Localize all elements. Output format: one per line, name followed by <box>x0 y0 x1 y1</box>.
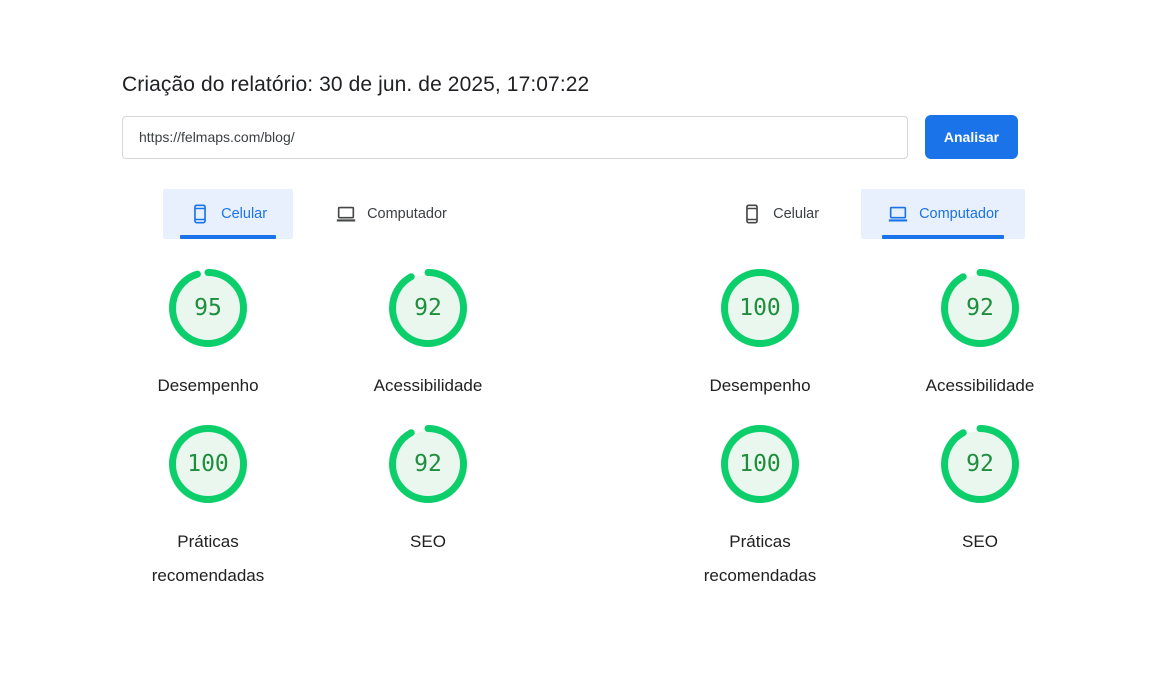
score-value: 92 <box>966 295 994 321</box>
category-acessibilidade[interactable]: 92 Acessibilidade <box>925 269 1035 403</box>
category-label: Desempenho <box>709 376 811 395</box>
reports-container: Celular Computador 95 <box>98 189 1152 593</box>
score-gauge: 92 <box>389 269 467 347</box>
tab-computador[interactable]: Computador <box>861 189 1025 239</box>
score-gauge: 92 <box>389 425 467 503</box>
pagespeed-report-page: Criação do relatório: 30 de jun. de 2025… <box>98 73 1152 593</box>
score-value: 92 <box>414 451 442 477</box>
category-seo[interactable]: 92 SEO <box>389 425 467 593</box>
score-gauge: 95 <box>169 269 247 347</box>
laptop-icon <box>887 203 909 225</box>
score-value: 95 <box>194 295 222 321</box>
tab-computador[interactable]: Computador <box>309 189 473 239</box>
tab-label: Computador <box>367 206 447 222</box>
device-tabs-desktop-panel: Celular Computador <box>650 189 1090 239</box>
report-creation-title: Criação do relatório: 30 de jun. de 2025… <box>122 73 590 96</box>
score-value: 100 <box>739 451 781 477</box>
score-value: 92 <box>966 451 994 477</box>
category-seo[interactable]: 92 SEO <box>941 425 1019 593</box>
category-desempenho[interactable]: 100 Desempenho <box>709 269 811 403</box>
score-value: 100 <box>739 295 781 321</box>
score-gauge: 100 <box>721 269 799 347</box>
laptop-icon <box>335 203 357 225</box>
category-acessibilidade[interactable]: 92 Acessibilidade <box>373 269 483 403</box>
category-desempenho[interactable]: 95 Desempenho <box>157 269 259 403</box>
category-label: SEO <box>410 532 446 551</box>
url-input[interactable] <box>122 115 908 159</box>
category-label: Práticas recomendadas <box>151 532 265 585</box>
category-label: Acessibilidade <box>373 376 483 395</box>
category-label: Desempenho <box>157 376 259 395</box>
tab-label: Celular <box>773 206 820 222</box>
analyze-button[interactable]: Analisar <box>925 115 1018 159</box>
device-tabs-mobile-panel: Celular Computador <box>98 189 538 239</box>
score-gauge: 92 <box>941 269 1019 347</box>
score-gauge: 92 <box>941 425 1019 503</box>
tab-celular[interactable]: Celular <box>715 189 845 239</box>
category-praticas-recomendadas[interactable]: 100 Práticas recomendadas <box>675 425 845 593</box>
tab-label: Celular <box>221 206 268 222</box>
tab-celular[interactable]: Celular <box>163 189 294 239</box>
tab-label: Computador <box>919 206 999 222</box>
mobile-report-panel: Celular Computador 95 <box>98 189 538 593</box>
desktop-report-panel: Celular Computador 100 <box>650 189 1090 593</box>
score-gauge: 100 <box>721 425 799 503</box>
score-value: 92 <box>414 295 442 321</box>
smartphone-icon <box>189 203 211 225</box>
category-praticas-recomendadas[interactable]: 100 Práticas recomendadas <box>123 425 293 593</box>
url-form: Analisar <box>122 115 1152 159</box>
category-label: SEO <box>962 532 998 551</box>
smartphone-icon <box>741 203 763 225</box>
score-value: 100 <box>187 451 229 477</box>
score-grid: 95 Desempenho 92 Acessibilidade <box>98 269 538 593</box>
score-grid: 100 Desempenho 92 Acessibilidade <box>650 269 1090 593</box>
score-gauge: 100 <box>169 425 247 503</box>
category-label: Práticas recomendadas <box>703 532 817 585</box>
category-label: Acessibilidade <box>925 376 1035 395</box>
